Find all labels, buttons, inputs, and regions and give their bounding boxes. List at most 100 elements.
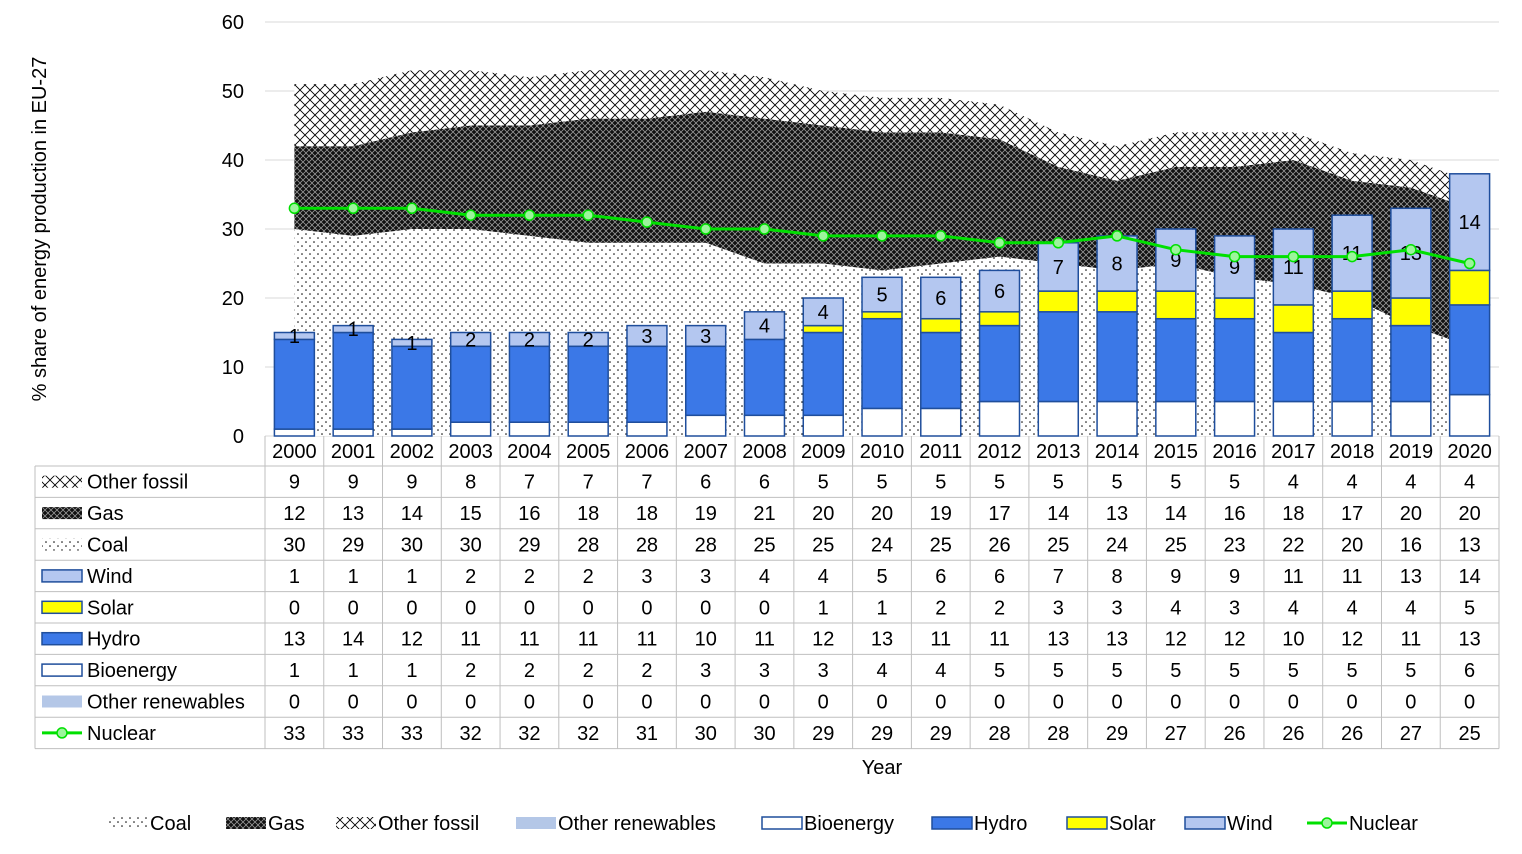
- table-cell: 5: [818, 472, 829, 494]
- table-row-label: Nuclear: [87, 723, 156, 745]
- table-row-label: Hydro: [87, 629, 140, 651]
- solar-bar: [1272, 304, 1315, 334]
- table-cell: 29: [871, 723, 893, 745]
- table-cell: 11: [989, 629, 1010, 651]
- solar-legend-swatch: [41, 600, 83, 615]
- table-cell: 29: [930, 723, 952, 745]
- table-cell: 4: [1288, 472, 1299, 494]
- solar-bar: [978, 311, 1021, 327]
- nuclear-point: [993, 237, 1006, 249]
- table-row-label: Other renewables: [87, 692, 245, 714]
- table-cell: 4: [818, 566, 829, 588]
- table-cell: 28: [988, 723, 1010, 745]
- table-cell: 5: [1347, 660, 1358, 682]
- table-cell: 11: [1283, 566, 1304, 588]
- bioenergy-bar: [861, 407, 903, 437]
- table-cell: 4: [1347, 597, 1358, 619]
- wind-bar: [273, 331, 316, 341]
- table-cell: 0: [524, 692, 535, 714]
- table-cell: 18: [577, 503, 599, 525]
- table-cell: 11: [519, 629, 540, 651]
- x-tick-label: 2010: [860, 441, 905, 463]
- table-cell: 11: [930, 629, 951, 651]
- nuclear-point: [1170, 243, 1182, 256]
- wind-bar: [684, 324, 727, 348]
- table-cell: 13: [1458, 629, 1480, 651]
- table-cell: 20: [1400, 503, 1422, 525]
- table-cell: 9: [406, 472, 417, 494]
- x-tick-label: 2007: [683, 441, 728, 463]
- table-cell: 11: [1342, 566, 1363, 588]
- nuclear-point: [347, 202, 359, 215]
- table-cell: 3: [700, 566, 711, 588]
- table-cell: 28: [636, 535, 658, 557]
- table-cell: 20: [812, 503, 834, 525]
- table-cell: 30: [753, 723, 775, 745]
- solar-bar: [1213, 297, 1256, 320]
- table-cell: 2: [994, 597, 1005, 619]
- nuclear-point: [1346, 250, 1358, 263]
- table-cell: 5: [876, 472, 887, 494]
- nuclear-line: [288, 202, 1476, 270]
- legend-label: Coal: [150, 813, 191, 835]
- table-cell: 10: [1282, 629, 1304, 651]
- x-tick-label: 2012: [977, 441, 1022, 463]
- hydro-bar: [567, 345, 609, 423]
- bioenergy-bar: [508, 421, 551, 437]
- table-cell: 14: [401, 503, 423, 525]
- hydro-bar: [273, 338, 316, 430]
- table-cell: 9: [1229, 566, 1240, 588]
- table-cell: 0: [935, 692, 946, 714]
- table-cell: 32: [518, 723, 540, 745]
- x-axis-title: Year: [862, 757, 903, 779]
- nuclear-point: [876, 230, 888, 242]
- table-cell: 25: [1047, 535, 1069, 557]
- wind-bar: [861, 276, 903, 313]
- wind-bar: [567, 331, 609, 348]
- hydro-legend-swatch: [931, 816, 973, 830]
- table-cell: 0: [759, 597, 770, 619]
- wind-bar: [1272, 228, 1315, 306]
- table-cell: 18: [636, 503, 658, 525]
- wind-data-label: 2: [465, 329, 476, 351]
- table-cell: 18: [1282, 503, 1304, 525]
- hydro-bar: [1272, 331, 1315, 403]
- table-cell: 27: [1165, 723, 1187, 745]
- wind-data-label: 2: [583, 329, 594, 351]
- hydro-bar: [508, 345, 551, 423]
- nuclear-point: [758, 223, 771, 235]
- table-cell: 29: [518, 535, 540, 557]
- solar-bar: [802, 324, 844, 334]
- wind-data-label: 14: [1458, 212, 1480, 234]
- table-cell: 17: [988, 503, 1010, 525]
- nuclear-point: [582, 209, 594, 221]
- x-tick-label: 2004: [507, 441, 552, 463]
- nuclear-point: [817, 230, 829, 242]
- table-cell: 26: [1223, 723, 1245, 745]
- table-cell: 4: [759, 566, 770, 588]
- y-tick-label: 20: [222, 288, 244, 310]
- table-cell: 5: [1053, 660, 1064, 682]
- wind-data-label: 7: [1053, 257, 1064, 279]
- hydro-bar: [1448, 304, 1491, 396]
- table-cell: 8: [1111, 566, 1122, 588]
- table-cell: 6: [935, 566, 946, 588]
- table-cell: 0: [700, 597, 711, 619]
- nuclear-point: [1463, 257, 1476, 270]
- wind-bar: [802, 297, 844, 327]
- table-row-label: Solar: [87, 597, 134, 619]
- table-cell: 13: [1400, 566, 1422, 588]
- hydro-bar: [1155, 317, 1197, 403]
- bioenergy-bar: [1155, 400, 1197, 437]
- table-cell: 24: [1106, 535, 1128, 557]
- table-cell: 6: [1464, 660, 1475, 682]
- table-cell: 0: [876, 692, 887, 714]
- table-cell: 0: [1053, 692, 1064, 714]
- table-cell: 25: [1165, 535, 1187, 557]
- table-cell: 6: [994, 566, 1005, 588]
- legend-label: Wind: [1227, 813, 1273, 835]
- wind-data-label: 3: [700, 326, 711, 348]
- table-cell: 4: [1405, 472, 1416, 494]
- bioenergy-legend-swatch: [761, 816, 803, 830]
- table-cell: 4: [1170, 597, 1181, 619]
